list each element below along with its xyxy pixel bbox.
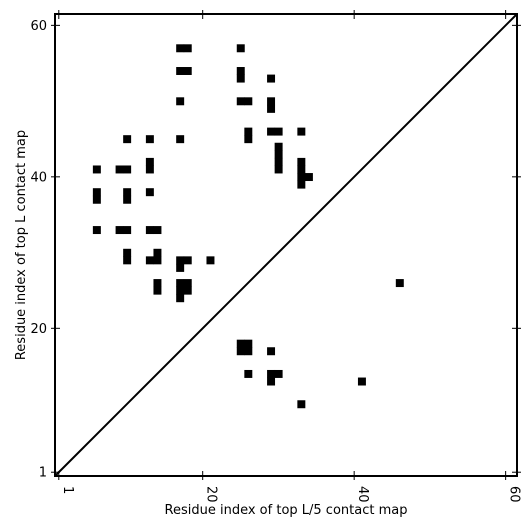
contact-cell [267, 74, 276, 83]
contact-cell [153, 279, 162, 288]
contact-cell [236, 347, 245, 356]
y-tick-label: 1 [39, 466, 47, 481]
contact-cell [244, 97, 253, 106]
contact-cell [274, 150, 283, 159]
contact-cell [183, 67, 192, 75]
contact-cell [274, 127, 283, 136]
contact-cell [176, 294, 185, 303]
contact-cell [297, 127, 306, 136]
contact-cell [176, 67, 185, 75]
y-tick-label: 20 [30, 322, 47, 337]
contact-cell [115, 165, 124, 174]
contact-cell [236, 339, 245, 348]
contact-cell [244, 135, 253, 144]
contact-cell [153, 226, 162, 235]
contact-cell [176, 263, 185, 272]
y-tick-label: 40 [30, 170, 47, 185]
contact-cell [183, 44, 192, 53]
contact-cell [145, 226, 154, 235]
contact-cell [297, 173, 306, 182]
contact-cell [145, 157, 154, 166]
contact-cell [297, 180, 306, 189]
contact-cell [244, 369, 253, 378]
contact-cell [267, 347, 276, 356]
contact-cell [274, 142, 283, 151]
contact-cell [304, 173, 313, 182]
contact-cell [183, 286, 192, 295]
contact-cell [92, 226, 101, 235]
contact-cell [92, 165, 101, 174]
contact-cell [297, 400, 306, 409]
y-axis-label: Residue index of top L contact map [14, 130, 29, 360]
contact-cell [176, 279, 185, 288]
contact-cell [123, 248, 132, 257]
plot-frame [54, 13, 518, 477]
contact-cell [236, 67, 245, 75]
contact-cell [153, 256, 162, 265]
contact-cell [244, 347, 253, 356]
contact-cell [236, 44, 245, 53]
contact-cell [274, 165, 283, 174]
contact-cell [145, 256, 154, 265]
contact-cell [274, 157, 283, 166]
contact-cell [244, 127, 253, 136]
x-tick-label: 20 [204, 486, 219, 503]
contact-cell [267, 127, 276, 136]
contact-cell [267, 377, 276, 386]
contact-cell [176, 135, 185, 144]
contact-cell [123, 135, 132, 144]
x-tick-label: 40 [355, 486, 370, 503]
contact-cell [297, 157, 306, 166]
contact-cell [206, 256, 215, 265]
contact-cell [395, 279, 404, 288]
contact-cell [176, 286, 185, 295]
contact-cell [115, 226, 124, 235]
contact-cell [123, 188, 132, 197]
contact-cell [92, 195, 101, 204]
contact-cell [123, 195, 132, 204]
y-tick-label: 60 [30, 19, 47, 34]
contact-cell [267, 97, 276, 106]
contact-cell [145, 188, 154, 197]
contact-cell [153, 248, 162, 257]
x-tick-label: 60 [507, 486, 522, 503]
contact-cell [183, 256, 192, 265]
contact-cells [92, 44, 404, 409]
contact-cell [176, 97, 185, 106]
contact-cell [267, 369, 276, 378]
contact-cell [244, 339, 253, 348]
contact-cell [183, 279, 192, 288]
contact-cell [145, 135, 154, 144]
contact-cell [123, 226, 132, 235]
axis-ticks: 1 20 40 60 1 20 40 60 [30, 10, 522, 503]
contact-cell [274, 369, 283, 378]
contact-cell [123, 256, 132, 265]
contact-cell [145, 165, 154, 174]
contact-cell [236, 74, 245, 83]
diagonal-line [54, 13, 518, 477]
contact-cell [176, 256, 185, 265]
x-tick-label: 1 [60, 486, 75, 494]
contact-cell [297, 165, 306, 174]
contact-cell [153, 286, 162, 295]
contact-cell [176, 44, 185, 53]
contact-cell [357, 377, 366, 386]
contact-cell [92, 188, 101, 197]
contact-cell [236, 97, 245, 106]
contact-cell [267, 104, 276, 113]
contact-cell [123, 165, 132, 174]
x-axis-label: Residue index of top L/5 contact map [165, 503, 408, 518]
